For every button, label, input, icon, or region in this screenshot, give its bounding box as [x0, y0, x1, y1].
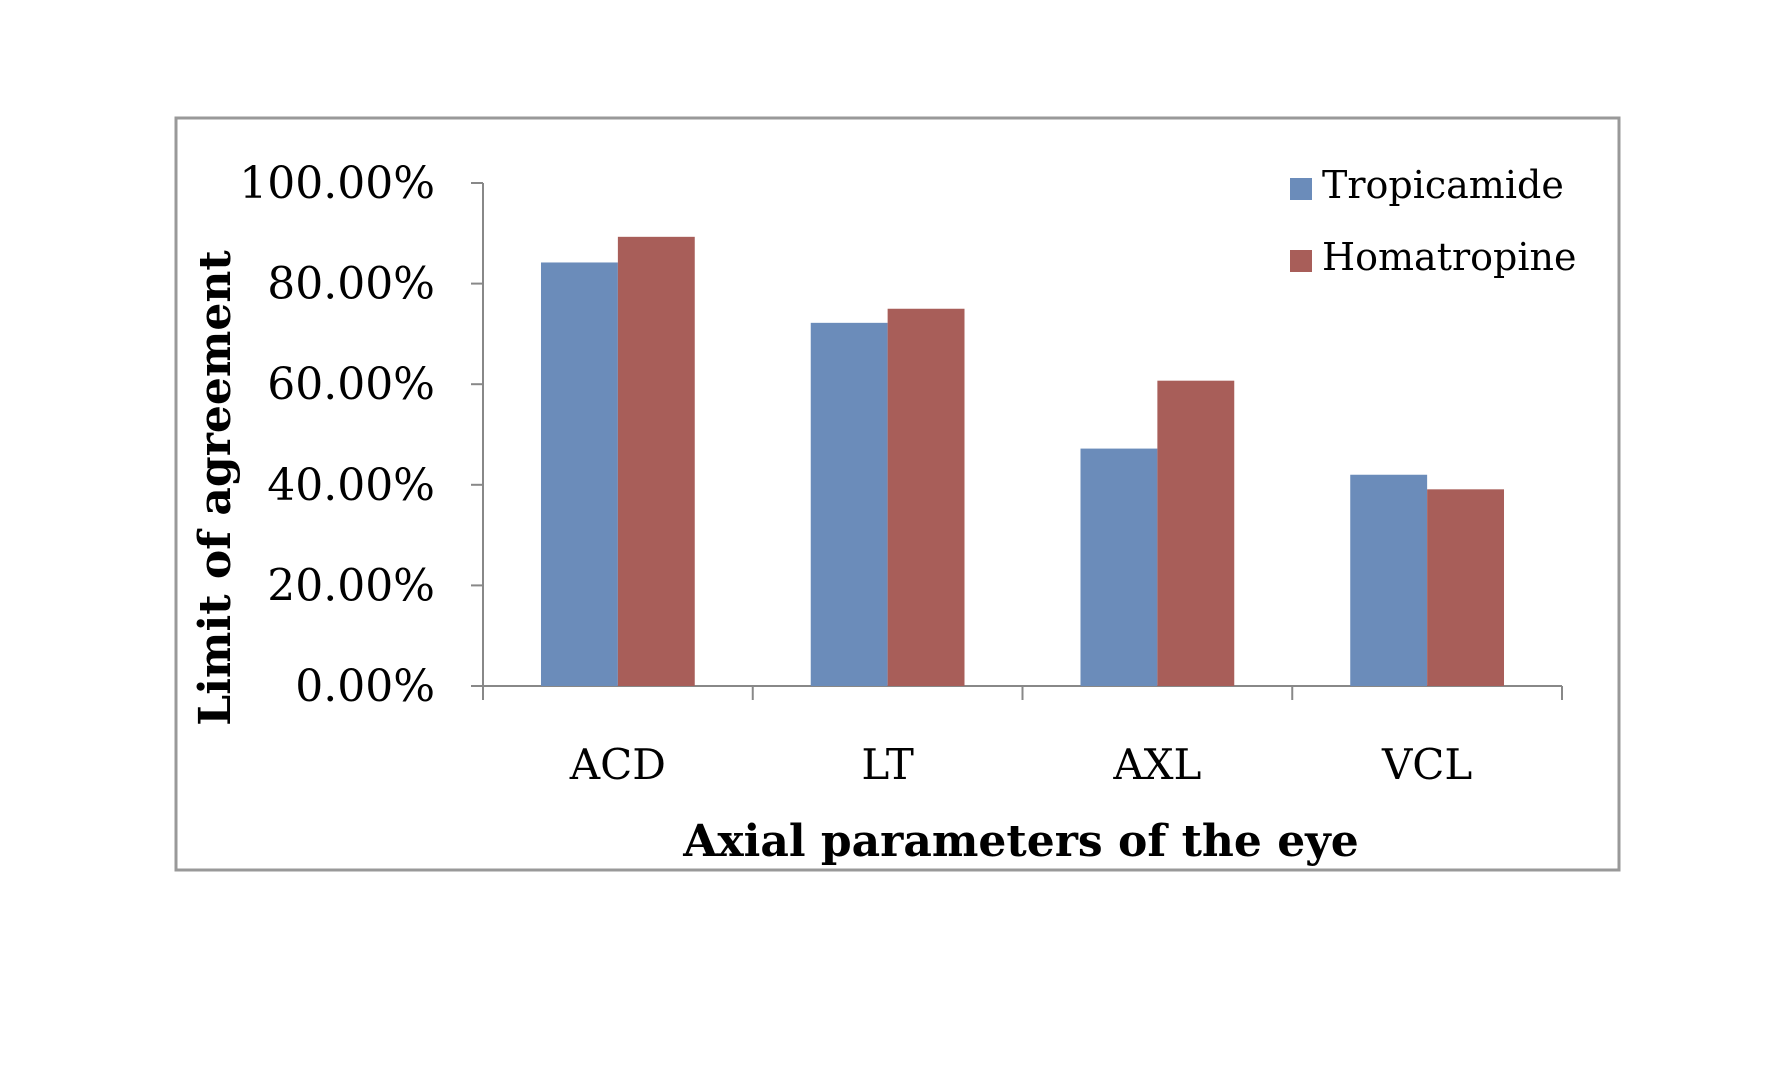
y-tick-label: 60.00% — [267, 359, 435, 410]
legend-swatch-tropicamide — [1290, 178, 1312, 200]
bar-homatropine-vcl — [1427, 489, 1505, 686]
x-tick-label: ACD — [569, 740, 666, 789]
bar-homatropine-axl — [1157, 380, 1235, 686]
y-axis-title: Limit of agreement — [190, 250, 241, 726]
y-tick-label: 20.00% — [267, 560, 435, 611]
y-tick-label: 40.00% — [267, 460, 435, 511]
legend: Tropicamide Homatropine — [1290, 163, 1576, 279]
bar-homatropine-lt — [887, 308, 965, 686]
legend-label-tropicamide: Tropicamide — [1322, 163, 1564, 207]
y-tick-label: 100.00% — [239, 158, 435, 209]
bar-tropicamide-axl — [1080, 448, 1158, 686]
y-tick-label: 80.00% — [267, 259, 435, 310]
x-tick-label: LT — [861, 740, 913, 789]
y-tick-label: 0.00% — [295, 661, 435, 712]
bar-homatropine-acd — [617, 236, 695, 687]
x-tick-label: VCL — [1381, 740, 1472, 789]
x-tick-label: AXL — [1112, 740, 1201, 789]
bar-tropicamide-lt — [810, 322, 888, 686]
bar-tropicamide-acd — [540, 262, 618, 686]
bar-tropicamide-vcl — [1350, 474, 1428, 686]
x-axis-title: Axial parameters of the eye — [682, 816, 1359, 867]
legend-swatch-homatropine — [1290, 250, 1312, 272]
plot-area: 0.00% 20.00% 40.00% 60.00% 80.00% 100.00% ACD L… — [239, 158, 1563, 789]
legend-label-homatropine: Homatropine — [1322, 235, 1576, 279]
